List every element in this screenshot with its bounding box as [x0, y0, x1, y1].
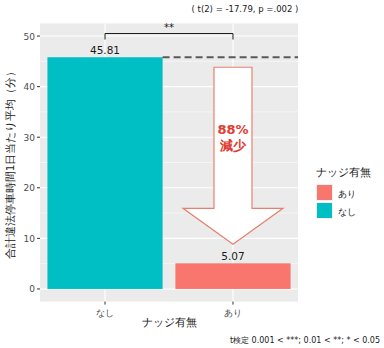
reference-line	[163, 56, 298, 58]
significance-bracket	[105, 34, 233, 40]
bars	[47, 57, 290, 289]
x-tick-label: なし	[96, 308, 114, 318]
decrease-arrow	[183, 67, 283, 244]
y-tick	[37, 288, 40, 289]
y-tick	[37, 238, 40, 239]
bar	[47, 57, 162, 289]
bar	[175, 263, 290, 289]
data-label: 5.07	[221, 250, 244, 262]
y-tick-label: 30	[24, 133, 36, 143]
legend-label: なし	[338, 207, 356, 217]
y-tick-label: 0	[29, 284, 35, 294]
caption: t検定 0.001 < ***; 0.01 < **; * < 0.05	[230, 336, 380, 345]
legend-key-bg	[316, 184, 333, 201]
y-tick-label: 20	[24, 183, 36, 193]
y-axis-label: 合計違法停車時間1日当たり平均（分）	[4, 66, 16, 260]
legend-swatch	[317, 203, 332, 218]
x-tick	[105, 302, 106, 305]
x-axis-label: ナッジ有無	[142, 316, 197, 329]
grid-line	[40, 35, 298, 36]
legend-label: あり	[338, 189, 356, 199]
y-tick-label: 40	[24, 82, 36, 92]
y-tick	[37, 36, 40, 37]
subtitle: ( t(2) = -17.79, p =.002 )	[192, 4, 299, 14]
legend-title: ナッジ有無	[316, 166, 371, 178]
arrow-label: 減少	[219, 138, 247, 153]
plot-panel	[40, 23, 298, 301]
y-tick-label: 10	[24, 234, 36, 244]
arrow-label: 88%	[217, 122, 248, 137]
y-tick-label: 50	[24, 32, 36, 42]
x-tick	[232, 302, 233, 305]
legend-swatch	[317, 185, 332, 200]
x-tick-label: あり	[224, 308, 242, 318]
y-tick	[37, 187, 40, 188]
significance-label: **	[164, 22, 174, 33]
y-tick	[37, 137, 40, 138]
data-label: 45.81	[90, 44, 120, 56]
y-tick	[37, 86, 40, 87]
legend-key-bg	[316, 202, 333, 219]
